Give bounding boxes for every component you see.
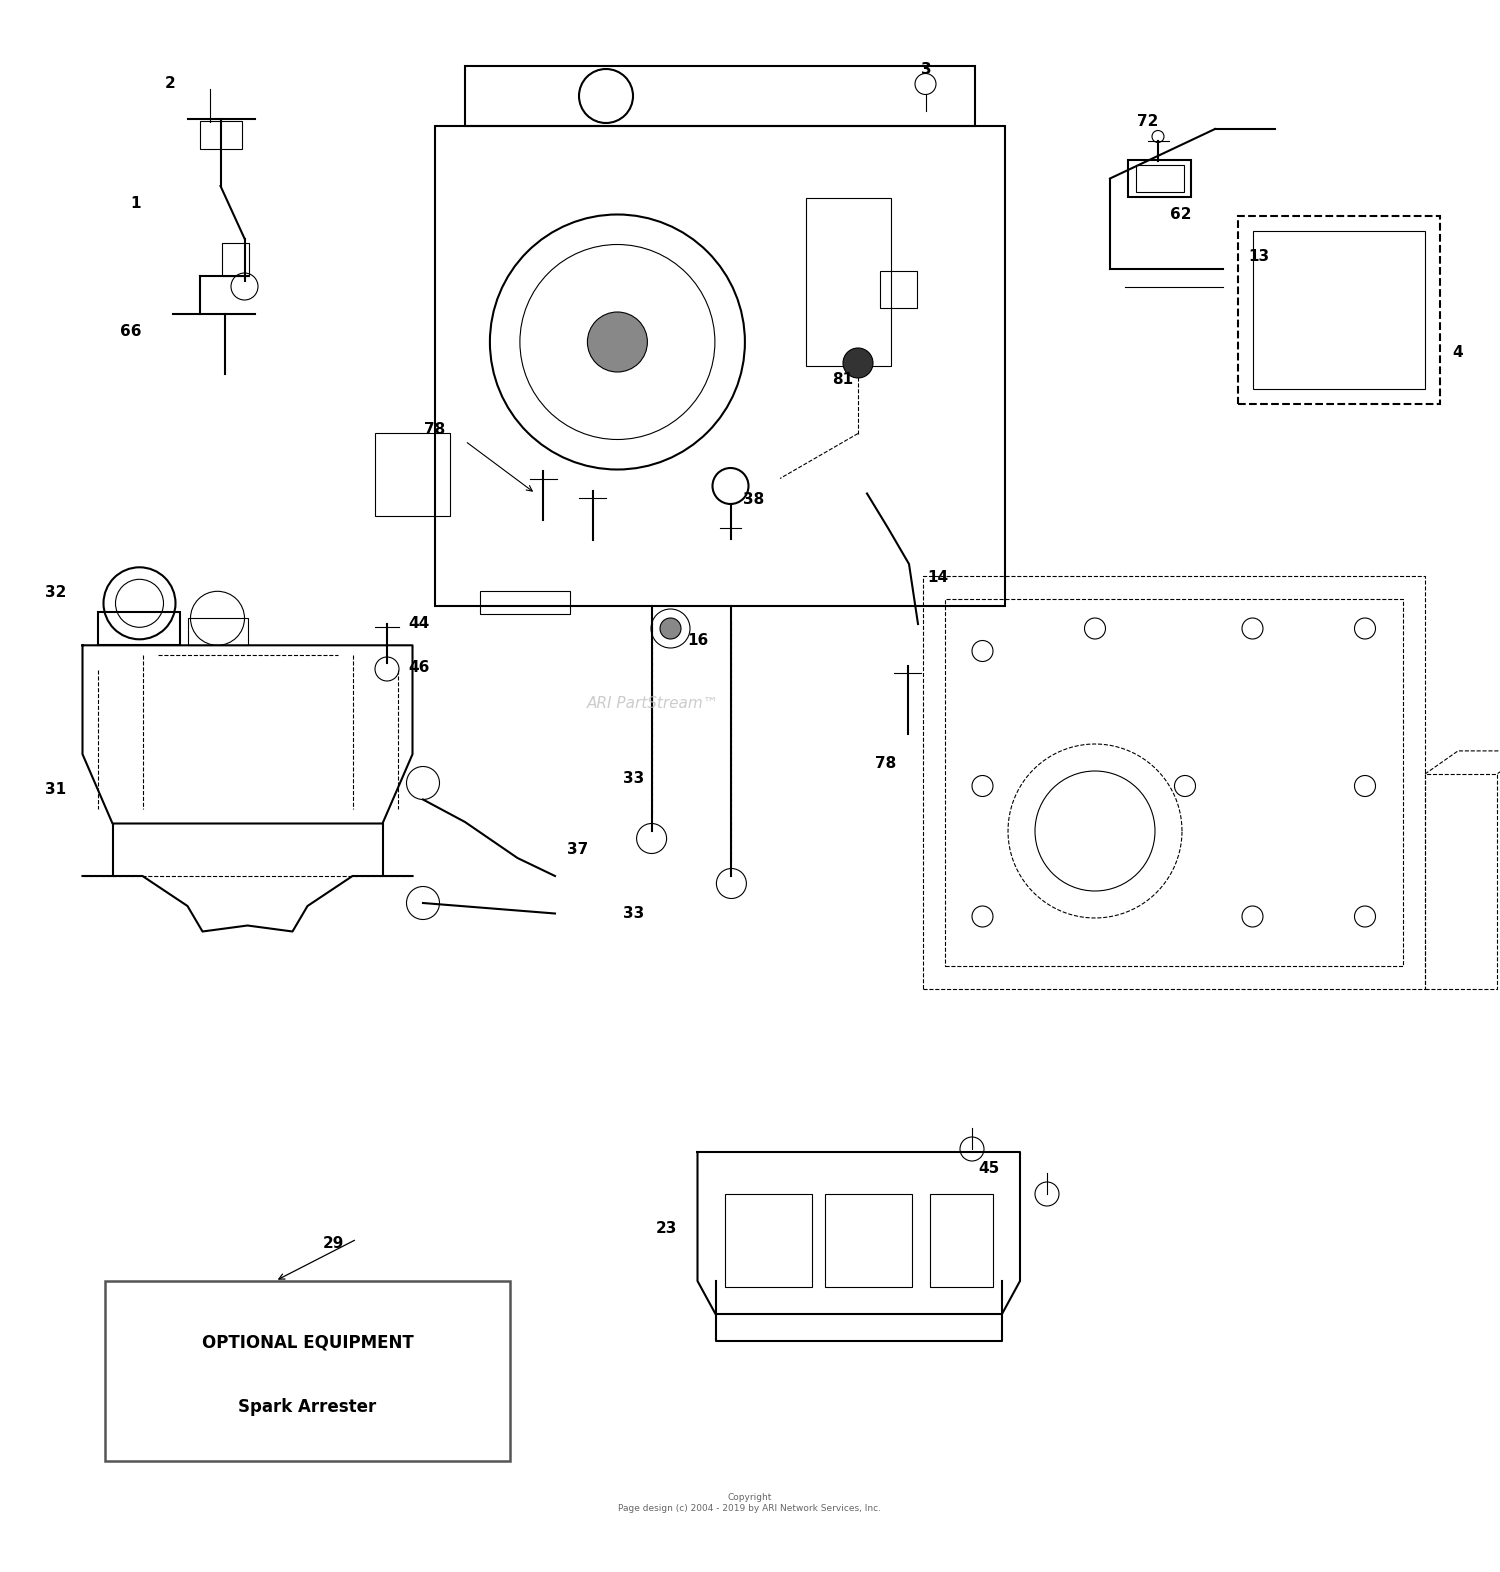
Bar — [1425, 773, 1497, 989]
Text: 46: 46 — [408, 660, 429, 674]
Bar — [1238, 215, 1440, 404]
Text: 37: 37 — [567, 841, 588, 857]
Text: Copyright
Page design (c) 2004 - 2019 by ARI Network Services, Inc.: Copyright Page design (c) 2004 - 2019 by… — [618, 1493, 882, 1512]
Bar — [375, 434, 450, 516]
Text: 14: 14 — [927, 571, 948, 585]
Text: 62: 62 — [1170, 208, 1191, 222]
Text: 44: 44 — [408, 616, 429, 632]
Bar — [806, 198, 891, 366]
Text: 66: 66 — [120, 324, 141, 340]
Circle shape — [660, 618, 681, 638]
Text: 78: 78 — [874, 756, 896, 770]
Bar — [480, 591, 570, 613]
Bar — [945, 599, 1402, 967]
FancyBboxPatch shape — [105, 1281, 510, 1460]
Bar — [825, 1195, 912, 1287]
Bar — [222, 244, 249, 277]
Bar — [1252, 231, 1425, 388]
Text: 29: 29 — [322, 1236, 344, 1251]
Text: 72: 72 — [1137, 115, 1158, 129]
Text: 3: 3 — [921, 61, 932, 77]
Text: 32: 32 — [45, 585, 66, 601]
Bar — [922, 575, 1425, 989]
Text: 4: 4 — [1452, 344, 1462, 360]
Bar — [1136, 165, 1184, 192]
Text: 33: 33 — [622, 905, 644, 921]
Text: 31: 31 — [45, 781, 66, 797]
Text: Spark Arrester: Spark Arrester — [238, 1398, 376, 1416]
Bar — [200, 121, 242, 148]
Bar — [879, 270, 916, 308]
Text: 45: 45 — [978, 1162, 999, 1176]
Text: 2: 2 — [165, 77, 176, 91]
Text: 16: 16 — [687, 634, 708, 648]
Text: ARI PartStream™: ARI PartStream™ — [586, 696, 718, 711]
Text: 33: 33 — [622, 770, 644, 786]
Bar — [435, 126, 1005, 605]
Bar — [98, 613, 180, 645]
Bar — [1128, 160, 1191, 196]
Text: 23: 23 — [656, 1221, 676, 1236]
Text: 38: 38 — [742, 492, 764, 508]
Text: 81: 81 — [833, 373, 854, 387]
Text: 78: 78 — [424, 421, 445, 437]
Circle shape — [843, 347, 873, 377]
Circle shape — [588, 311, 648, 373]
Bar — [930, 1195, 993, 1287]
Text: 13: 13 — [1248, 248, 1269, 264]
Bar — [188, 618, 248, 645]
Text: OPTIONAL EQUIPMENT: OPTIONAL EQUIPMENT — [201, 1333, 414, 1352]
Bar — [465, 66, 975, 126]
Text: 1: 1 — [130, 196, 141, 212]
Bar — [724, 1195, 812, 1287]
